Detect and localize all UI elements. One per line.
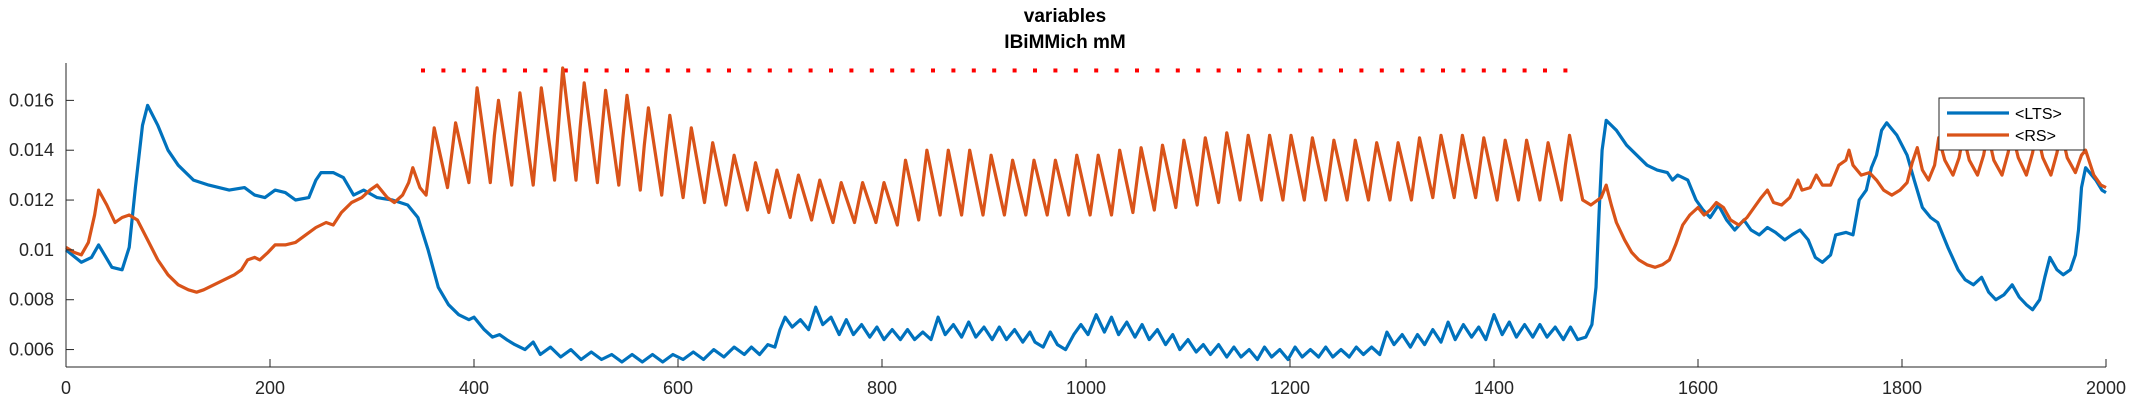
- stimulus-marker: [931, 68, 935, 73]
- x-tick-label: 800: [867, 378, 897, 398]
- x-tick-label: 400: [459, 378, 489, 398]
- stimulus-marker: [829, 68, 833, 73]
- stimulus-markers: [421, 68, 1568, 73]
- stimulus-marker: [1502, 68, 1507, 73]
- x-tick-label: 1200: [1270, 378, 1310, 398]
- stimulus-marker: [910, 68, 915, 73]
- y-tick-label: 0.012: [9, 190, 54, 210]
- stimulus-marker: [869, 68, 874, 73]
- stimulus-marker: [1012, 68, 1017, 73]
- stimulus-marker: [1339, 68, 1343, 73]
- stimulus-marker: [767, 68, 772, 73]
- stimulus-marker: [1277, 68, 1282, 73]
- stimulus-marker: [1400, 68, 1405, 73]
- legend-box: [1938, 97, 2085, 151]
- stimulus-marker: [951, 68, 956, 73]
- stimulus-marker: [543, 68, 548, 73]
- stimulus-marker: [1175, 68, 1180, 73]
- stimulus-marker: [1216, 68, 1221, 73]
- stimulus-marker: [1481, 68, 1486, 73]
- stimulus-marker: [1114, 68, 1119, 73]
- axes: 0 200 400 600 800 1000 1200 1400 1600 1800 2000 0.0…: [9, 63, 2126, 398]
- stimulus-marker: [1318, 68, 1323, 73]
- stimulus-marker: [1155, 68, 1160, 73]
- stimulus-marker: [461, 68, 466, 73]
- series-line-rs: [65, 66, 2107, 294]
- stimulus-marker: [625, 68, 629, 73]
- stimulus-marker: [686, 68, 691, 73]
- stimulus-marker: [1053, 68, 1058, 73]
- stimulus-marker: [727, 68, 731, 73]
- stimulus-marker: [1461, 68, 1466, 73]
- stimulus-marker: [971, 68, 976, 73]
- x-tick-label: 1000: [1066, 378, 1106, 398]
- stimulus-marker: [747, 68, 752, 73]
- x-tick-label: 1400: [1474, 378, 1514, 398]
- stimulus-marker: [1298, 68, 1303, 73]
- stimulus-marker: [788, 68, 793, 73]
- stimulus-marker: [645, 68, 650, 73]
- y-tick-label: 0.008: [9, 290, 54, 310]
- stimulus-marker: [1543, 68, 1547, 73]
- y-tick-label: 0.016: [9, 90, 54, 110]
- y-tick-label: 0.014: [9, 140, 54, 160]
- stimulus-marker: [441, 68, 446, 73]
- chart-title: variables: [1024, 6, 1106, 27]
- x-tick-label: 0: [61, 378, 71, 398]
- y-tick-label: 0.01: [19, 240, 54, 260]
- stimulus-marker: [849, 68, 854, 73]
- stimulus-marker: [604, 68, 609, 73]
- stimulus-marker: [890, 68, 895, 73]
- stimulus-marker: [1359, 68, 1364, 73]
- stimulus-marker: [1420, 68, 1425, 73]
- stimulus-marker: [1033, 68, 1037, 73]
- y-tick-label: 0.006: [9, 340, 54, 360]
- series-line-lts: [64, 103, 2107, 364]
- stimulus-marker: [523, 68, 527, 73]
- stimulus-marker: [502, 68, 507, 73]
- legend-label: <LTS>: [2015, 106, 2062, 123]
- x-tick-label: 1600: [1678, 378, 1718, 398]
- stimulus-marker: [1135, 68, 1139, 73]
- stimulus-marker: [1522, 68, 1527, 73]
- stimulus-marker: [706, 68, 711, 73]
- x-tick-label: 200: [255, 378, 285, 398]
- x-tick-label: 2000: [2086, 378, 2126, 398]
- stimulus-marker: [482, 68, 487, 73]
- series-layer: [64, 66, 2107, 364]
- stimulus-marker: [563, 68, 568, 73]
- chart-subtitle: IBiMMich mM: [1004, 32, 1125, 53]
- x-tick-label: 600: [663, 378, 693, 398]
- x-tick-label: 1800: [1882, 378, 1922, 398]
- stimulus-marker: [584, 68, 589, 73]
- stimulus-marker: [1379, 68, 1384, 73]
- stimulus-marker: [421, 68, 425, 73]
- stimulus-marker: [1563, 68, 1568, 73]
- legend-label: <RS>: [2015, 128, 2056, 145]
- stimulus-marker: [808, 68, 813, 73]
- stimulus-marker: [1257, 68, 1262, 73]
- stimulus-marker: [1196, 68, 1201, 73]
- stimulus-marker: [665, 68, 670, 73]
- legend: <LTS> <RS>: [1938, 97, 2085, 151]
- stimulus-marker: [992, 68, 997, 73]
- stimulus-marker: [1094, 68, 1099, 73]
- stimulus-marker: [1073, 68, 1078, 73]
- stimulus-marker: [1441, 68, 1445, 73]
- stimulus-marker: [1237, 68, 1241, 73]
